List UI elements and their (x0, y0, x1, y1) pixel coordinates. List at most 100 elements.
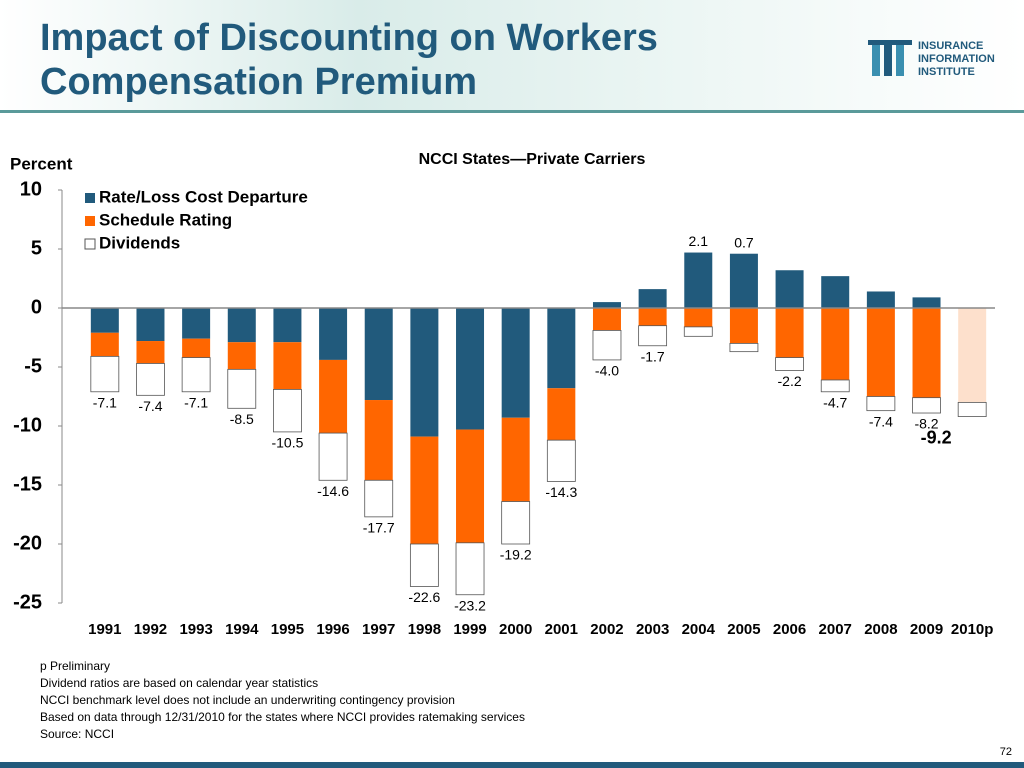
y-tick-label: 10 (20, 178, 42, 200)
bar-segment (273, 342, 302, 390)
value-label: -22.6 (408, 589, 440, 605)
bar-segment (136, 363, 165, 396)
value-label: -14.3 (545, 484, 577, 500)
bar-segment (638, 325, 668, 347)
value-label: -7.1 (184, 394, 208, 410)
bar-segment (456, 429, 485, 543)
x-tick-label: 2003 (636, 621, 669, 638)
bar-segment (592, 330, 622, 361)
x-tick-label: 1998 (408, 621, 441, 638)
y-tick-label: -20 (13, 532, 42, 554)
bar-segment (181, 357, 211, 393)
bar-segment (364, 308, 393, 401)
bar-segment (547, 388, 576, 441)
y-tick-label: 0 (31, 296, 42, 318)
bar-segment (638, 289, 667, 308)
title: Impact of Discounting on Workers (40, 17, 658, 59)
bar-segment (182, 308, 211, 339)
header-bg (0, 0, 1024, 112)
bar-segment (729, 342, 759, 353)
bar-segment (364, 479, 394, 518)
x-tick-label: 1992 (134, 621, 167, 638)
y-tick-label: -15 (13, 473, 42, 495)
legend-label: Schedule Rating (99, 210, 232, 229)
x-tick-label: 2009 (910, 621, 943, 638)
y-tick-label: -25 (13, 591, 42, 613)
bar-segment (775, 357, 804, 371)
value-label: -10.5 (271, 435, 303, 451)
bar-segment (775, 270, 804, 308)
bar-segment (227, 342, 256, 370)
bar-segment (866, 396, 896, 412)
x-tick-label: 2008 (864, 621, 897, 638)
bar-segment (227, 368, 257, 409)
footnote: Source: NCCI (40, 727, 114, 741)
y-tick-label: 5 (31, 237, 42, 259)
value-label: -9.2 (921, 427, 952, 447)
x-tick-label: 1995 (271, 621, 304, 638)
bar-segment (410, 308, 439, 437)
value-label: 0.7 (734, 234, 754, 250)
bar-segment (866, 308, 895, 397)
bar-segment (547, 308, 576, 389)
bar-segment (319, 308, 348, 360)
x-tick-label: 2001 (545, 621, 578, 638)
logo-text: INSURANCE (918, 40, 983, 52)
x-tick-label: 1994 (225, 621, 259, 638)
bar-segment (273, 308, 302, 343)
bar-segment (273, 389, 302, 433)
bar-segment (455, 542, 485, 596)
header-rule (0, 110, 1024, 113)
x-tick-label: 2005 (727, 621, 760, 638)
x-tick-label: 2004 (682, 621, 716, 638)
bar-segment (684, 252, 713, 308)
title: Compensation Premium (40, 61, 477, 103)
value-label: -23.2 (454, 597, 486, 613)
x-tick-label: 1991 (88, 621, 121, 638)
bar-segment (912, 397, 941, 414)
bar-segment (775, 308, 804, 358)
bar-segment (821, 276, 850, 308)
bar-segment (958, 308, 987, 403)
bar-segment (409, 543, 439, 587)
footnotes: p Preliminary Dividend ratios are based o… (40, 659, 525, 741)
y-tick-label: -5 (24, 355, 42, 377)
bar-segment (957, 401, 987, 417)
bar-segment (912, 308, 941, 398)
y-axis-label: Percent (10, 154, 73, 173)
x-tick-label: 1997 (362, 621, 395, 638)
bar-segment (136, 341, 165, 364)
bar-segment (592, 302, 621, 308)
value-label: 2.1 (689, 233, 709, 249)
footnote: Based on data through 12/31/2010 for the… (40, 710, 525, 724)
legend-swatch (84, 238, 96, 250)
value-label: -7.4 (869, 413, 893, 429)
footer-bar (0, 762, 1024, 768)
bar-segment (684, 308, 713, 327)
x-tick-label: 1999 (453, 621, 486, 638)
bar-segment (90, 308, 119, 333)
logo-text: INFORMATION (918, 53, 995, 65)
bar-segment (866, 291, 895, 308)
bar-segment (501, 308, 530, 418)
x-tick-label: 2007 (819, 621, 852, 638)
logo-text: INSTITUTE (918, 66, 975, 78)
bar-segment (820, 379, 850, 393)
bar-segment (456, 308, 485, 430)
x-tick-label: 2010p (951, 621, 994, 638)
bar-segment (182, 338, 211, 358)
value-label: -14.6 (317, 483, 349, 499)
x-tick-label: 2000 (499, 621, 532, 638)
value-label: -7.1 (93, 394, 117, 410)
legend-label: Rate/Loss Cost Departure (99, 187, 308, 206)
value-label: -8.5 (230, 411, 254, 427)
legend-swatch (85, 193, 95, 203)
page-number: 72 (1000, 746, 1012, 758)
bar-segment (729, 308, 758, 344)
bar-segment (410, 436, 439, 544)
value-label: -8.2 (914, 416, 938, 432)
y-tick-label: -10 (13, 414, 42, 436)
bar-segment (592, 308, 621, 331)
footnote: NCCI benchmark level does not include an… (40, 693, 455, 707)
